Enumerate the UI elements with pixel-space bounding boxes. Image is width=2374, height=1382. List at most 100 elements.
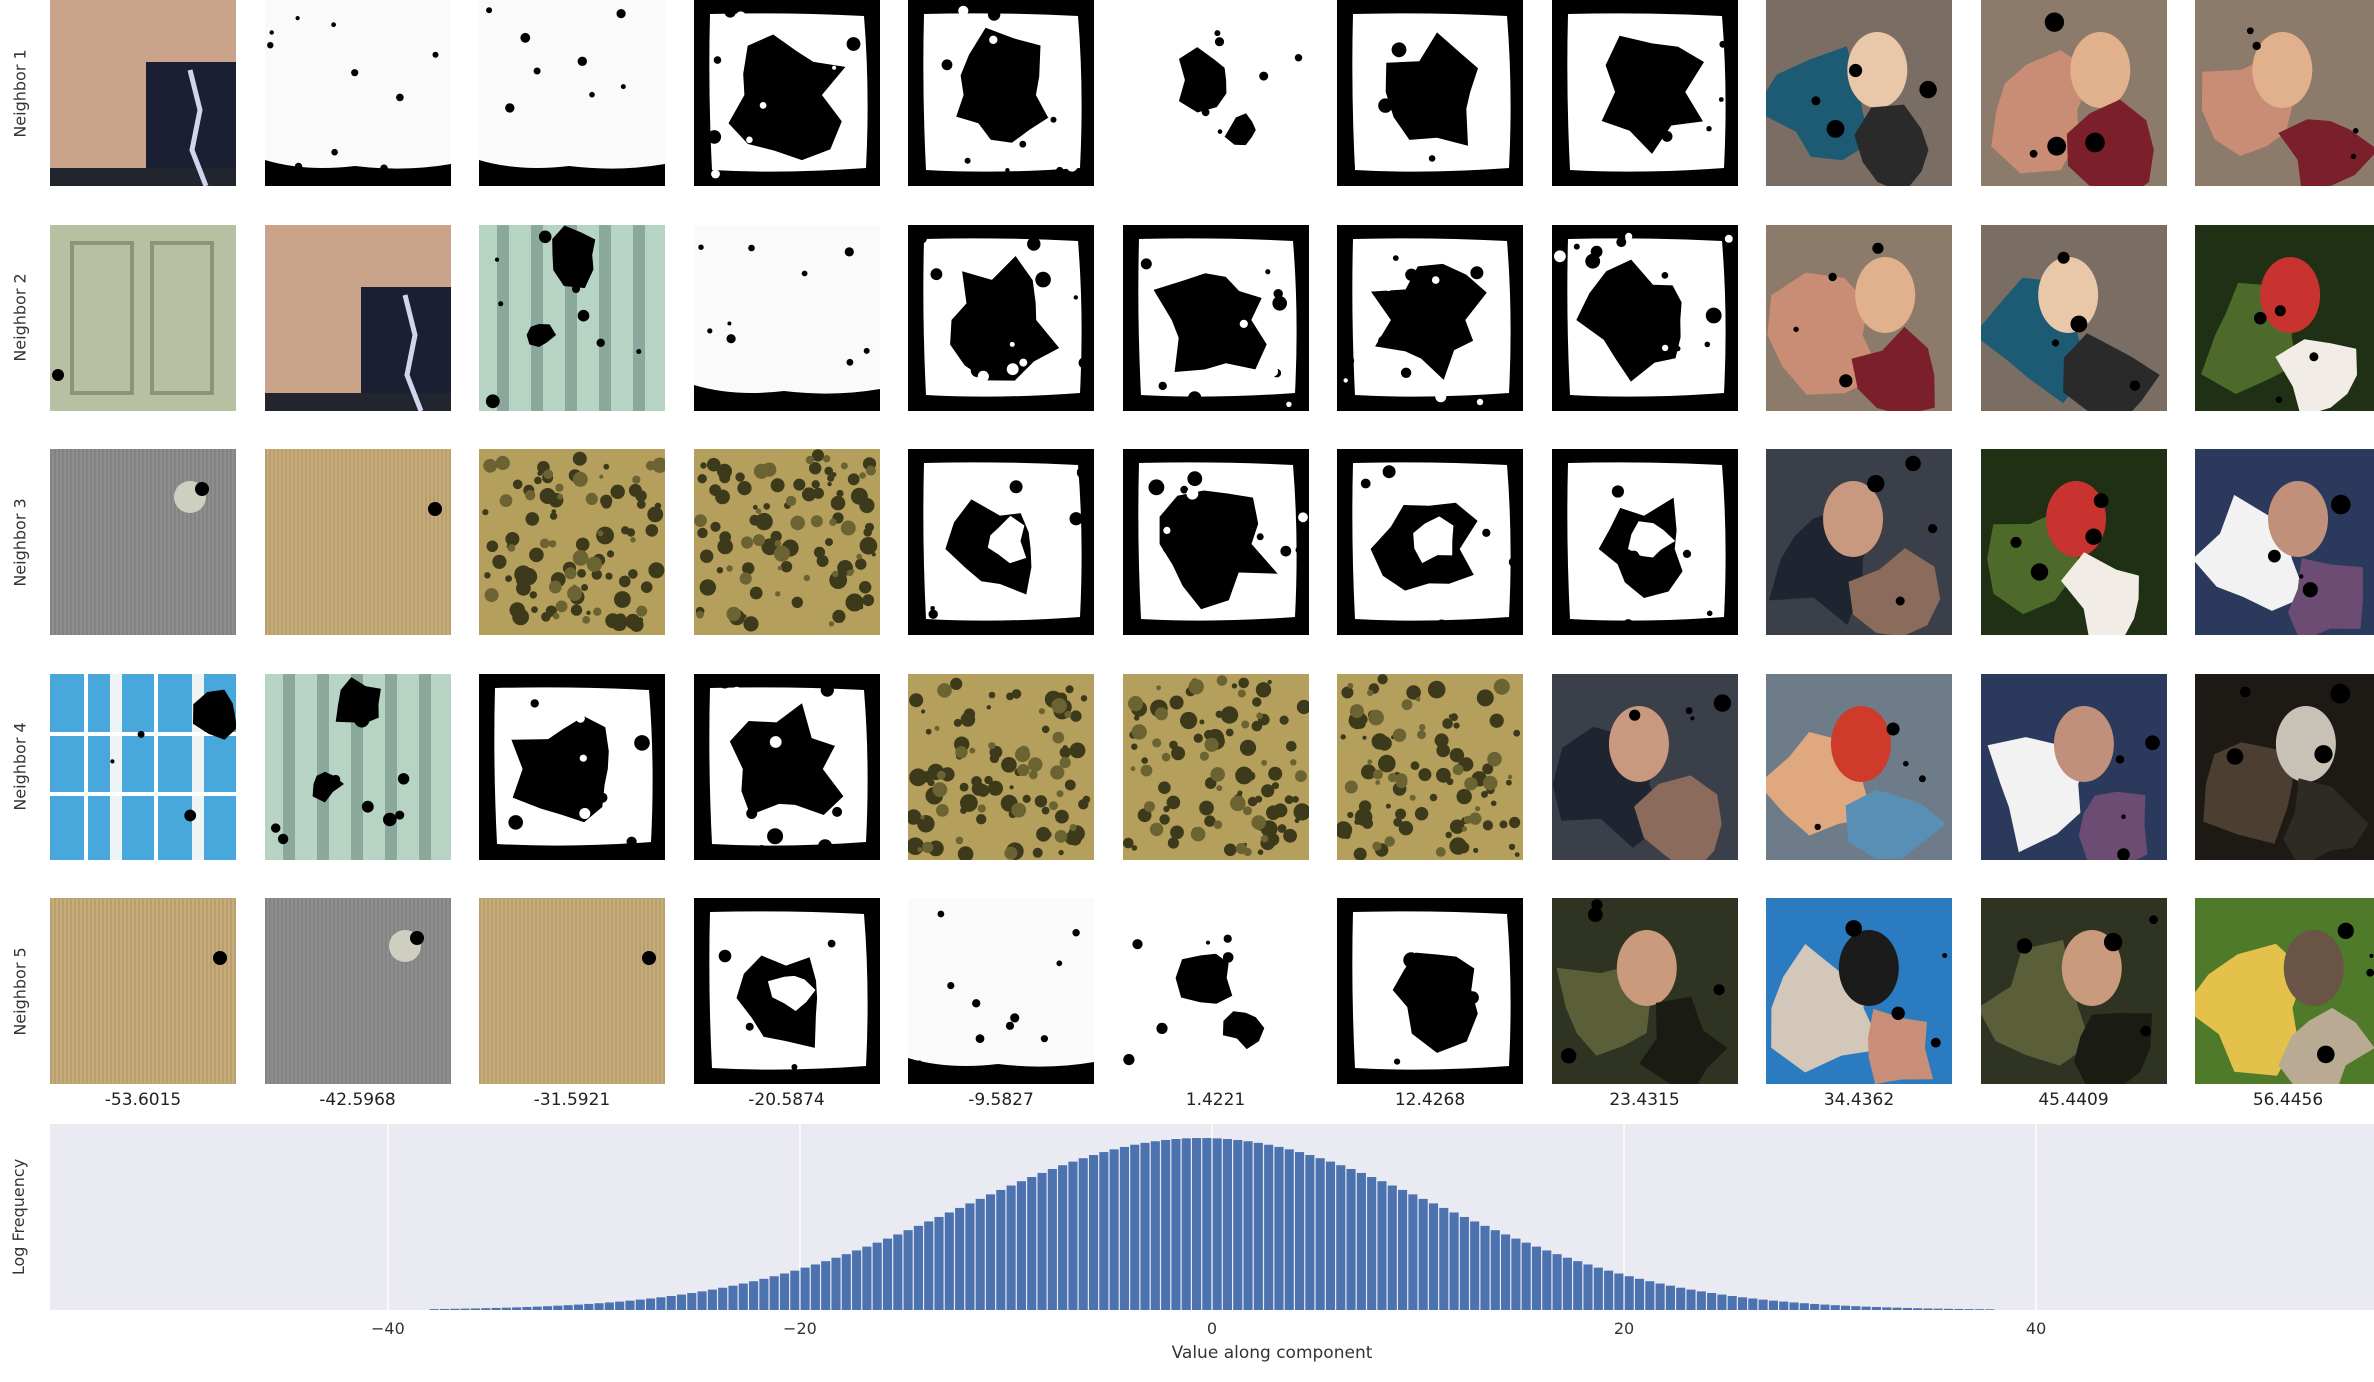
histogram-bar bbox=[1181, 1138, 1191, 1310]
neighbor-image bbox=[1337, 898, 1523, 1084]
histogram-bar bbox=[1840, 1305, 1851, 1310]
histogram-bar bbox=[532, 1306, 542, 1310]
histogram-bar bbox=[1707, 1293, 1717, 1310]
histogram-bar bbox=[656, 1297, 666, 1310]
histogram-bar bbox=[1099, 1152, 1109, 1310]
neighbor-image bbox=[1337, 0, 1523, 186]
histogram-bar bbox=[1686, 1289, 1696, 1310]
histogram-bar bbox=[491, 1307, 501, 1310]
neighbor-image bbox=[1766, 449, 1952, 635]
histogram-bar bbox=[1593, 1267, 1603, 1310]
histogram-bar bbox=[1511, 1238, 1521, 1310]
histogram-bar bbox=[1923, 1308, 1933, 1310]
column-value-label: 23.4315 bbox=[1609, 1090, 1680, 1110]
histogram-bar bbox=[1789, 1302, 1799, 1310]
histogram-bar bbox=[604, 1302, 614, 1310]
histogram-bar bbox=[790, 1270, 800, 1310]
histogram-bar bbox=[1439, 1207, 1449, 1310]
neighbor-image bbox=[693, 224, 880, 411]
histogram-bar bbox=[1418, 1198, 1428, 1310]
histogram-bar bbox=[676, 1294, 687, 1310]
row-label-text: Neighbor 5 bbox=[10, 946, 30, 1036]
histogram-bar bbox=[1676, 1287, 1686, 1310]
histogram-bar bbox=[1408, 1194, 1418, 1310]
histogram-bar bbox=[1305, 1155, 1315, 1310]
histogram-bar bbox=[1882, 1307, 1892, 1310]
histogram-bar bbox=[470, 1308, 480, 1310]
x-tick-label: 20 bbox=[1614, 1319, 1634, 1338]
histogram-bar bbox=[573, 1304, 584, 1310]
histogram-bar bbox=[1531, 1246, 1542, 1310]
neighbor-image bbox=[693, 898, 880, 1084]
x-tick-label: −20 bbox=[783, 1319, 817, 1338]
neighbor-image bbox=[1337, 449, 1523, 635]
histogram-bar bbox=[1645, 1281, 1655, 1310]
histogram-bar bbox=[1717, 1294, 1727, 1310]
histogram-bar bbox=[563, 1305, 573, 1310]
histogram-bar bbox=[913, 1225, 923, 1310]
neighbor-image bbox=[1122, 673, 1309, 860]
column-value-label: -20.5874 bbox=[748, 1090, 825, 1110]
neighbor-image bbox=[2195, 224, 2374, 411]
neighbor-image bbox=[1980, 224, 2167, 411]
histogram-bar bbox=[625, 1300, 635, 1310]
neighbor-image bbox=[1766, 0, 1952, 186]
neighbor-image bbox=[1551, 673, 1738, 860]
log-frequency-histogram: −40 −20 0 20 40 Value along component Log Fr… bbox=[9, 1124, 2374, 1363]
histogram-bar bbox=[893, 1234, 903, 1310]
histogram-bar bbox=[1779, 1301, 1789, 1310]
histogram-bar bbox=[439, 1308, 450, 1310]
x-tick-label: 0 bbox=[1207, 1319, 1217, 1338]
neighbor-image bbox=[479, 224, 665, 411]
neighbor-image bbox=[1551, 224, 1738, 411]
neighbor-image bbox=[479, 0, 665, 186]
histogram-bar bbox=[1449, 1212, 1459, 1310]
histogram-bar bbox=[1346, 1168, 1356, 1310]
histogram-bar bbox=[1861, 1306, 1871, 1310]
neighbor-image bbox=[2195, 0, 2374, 186]
x-tick-labels: −40 −20 0 20 40 bbox=[371, 1319, 2046, 1338]
histogram-bar bbox=[1902, 1307, 1912, 1310]
histogram-bar bbox=[903, 1230, 913, 1310]
neighbor-image bbox=[1551, 449, 1738, 635]
row-label-text: Neighbor 3 bbox=[10, 497, 30, 587]
histogram-bar bbox=[924, 1221, 934, 1310]
histogram-bar bbox=[1542, 1250, 1552, 1310]
histogram-bar bbox=[728, 1285, 738, 1310]
neighbor-image bbox=[693, 449, 880, 635]
neighbor-image bbox=[1980, 449, 2167, 635]
histogram-bar bbox=[1130, 1144, 1140, 1310]
neighbor-image bbox=[50, 673, 236, 860]
histogram-bar bbox=[1336, 1165, 1346, 1310]
neighbor-image bbox=[264, 0, 451, 186]
histogram-bar bbox=[1521, 1242, 1531, 1310]
column-value-label: 45.4409 bbox=[2038, 1090, 2109, 1110]
histogram-bar bbox=[1027, 1177, 1037, 1310]
histogram-bar bbox=[1016, 1181, 1026, 1310]
neighbor-image bbox=[264, 224, 451, 411]
histogram-bar bbox=[1398, 1189, 1408, 1310]
histogram-bar bbox=[1459, 1216, 1469, 1310]
histogram-bar bbox=[1552, 1254, 1562, 1310]
histogram-bar bbox=[1068, 1161, 1078, 1310]
neighbor-image bbox=[908, 898, 1094, 1084]
histogram-bar bbox=[1387, 1185, 1397, 1310]
neighbor-image bbox=[2195, 673, 2374, 860]
histogram-bar bbox=[1810, 1303, 1820, 1310]
column-value-label: -53.6015 bbox=[104, 1090, 182, 1110]
neighbor-image bbox=[1551, 0, 1738, 186]
neighbor-image bbox=[479, 449, 665, 635]
column-value-label: 56.4456 bbox=[2252, 1090, 2324, 1110]
histogram-bar bbox=[1109, 1149, 1119, 1310]
histogram-bar bbox=[872, 1242, 882, 1310]
histogram-bar bbox=[1655, 1283, 1665, 1310]
histogram-bar bbox=[1325, 1161, 1336, 1310]
histogram-bar bbox=[635, 1299, 645, 1310]
histogram-bar bbox=[1974, 1309, 1985, 1310]
neighbor-image bbox=[1337, 224, 1523, 411]
column-value-label: -42.5968 bbox=[319, 1090, 396, 1110]
histogram-bar bbox=[1377, 1181, 1387, 1310]
histogram-bar bbox=[481, 1308, 491, 1310]
neighbor-image bbox=[50, 898, 236, 1084]
histogram-bar bbox=[1212, 1138, 1222, 1310]
